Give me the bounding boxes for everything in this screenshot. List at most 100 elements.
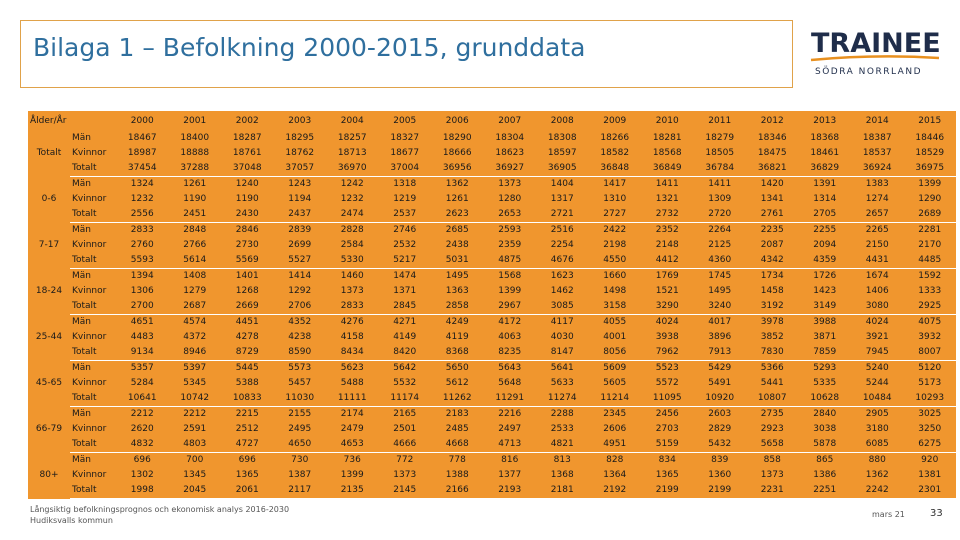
value-cell: 37057 [273, 161, 326, 177]
value-cell: 36924 [851, 161, 904, 177]
value-cell: 1568 [498, 271, 522, 281]
value-cell: 3158 [588, 299, 641, 315]
value-cell: 2422 [603, 225, 627, 235]
value-cell: 2735 [760, 409, 784, 419]
value-cell: 2199 [693, 483, 746, 499]
value-cell: 2231 [746, 483, 799, 499]
value-cell: 4030 [550, 332, 574, 342]
page-title: Bilaga 1 – Befolkning 2000-2015, grundda… [33, 33, 586, 62]
row-kind-label: Män [72, 409, 91, 419]
value-cell: 2087 [760, 240, 784, 250]
year-header: 2002 [235, 116, 259, 126]
value-cell: 8590 [273, 345, 326, 361]
value-cell: 4271 [393, 317, 417, 327]
value-cell: 37454 [116, 161, 169, 177]
value-cell: 4483 [130, 332, 154, 342]
value-cell: 1458 [760, 286, 784, 296]
value-cell: 11214 [588, 391, 641, 407]
value-cell: 4359 [798, 253, 851, 269]
value-cell: 2430 [221, 207, 274, 223]
value-cell: 4550 [588, 253, 641, 269]
kind-header [70, 111, 116, 131]
value-cell: 4055 [603, 317, 627, 327]
value-cell: 1261 [445, 194, 469, 204]
value-cell: 36970 [326, 161, 379, 177]
row-kind-label: Totalt [70, 483, 116, 499]
value-cell: 4485 [903, 253, 956, 269]
value-cell: 10641 [116, 391, 169, 407]
value-cell: 18761 [232, 148, 262, 158]
value-cell: 7859 [798, 345, 851, 361]
table-body: Totalt Män 18467 18400 18287 18295 18257 18327 1… [28, 131, 956, 499]
value-cell: 11262 [431, 391, 484, 407]
value-cell: 4651 [130, 317, 154, 327]
value-cell: 2212 [130, 409, 154, 419]
age-group-label: 66-79 [35, 424, 63, 434]
value-cell: 18987 [127, 148, 157, 158]
value-cell: 1219 [393, 194, 417, 204]
value-cell: 2451 [168, 207, 221, 223]
row-kind-label: Totalt [70, 161, 116, 177]
value-cell: 2212 [183, 409, 207, 419]
value-cell: 5159 [641, 437, 694, 453]
value-cell: 4158 [340, 332, 364, 342]
value-cell: 2155 [288, 409, 312, 419]
source-note: Långsiktig befolkningsprognos och ekonom… [30, 504, 289, 526]
value-cell: 828 [606, 455, 624, 465]
value-cell: 18888 [180, 148, 210, 158]
table-row: Kvinnor 2620 2591 2512 2495 2479 2501 2485 2497 2… [28, 422, 956, 437]
age-group-label: 7-17 [38, 240, 60, 250]
value-cell: 18677 [390, 148, 420, 158]
row-kind-label: Kvinnor [72, 194, 107, 204]
value-cell: 11111 [326, 391, 379, 407]
value-cell: 8147 [536, 345, 589, 361]
value-cell: 36829 [798, 161, 851, 177]
value-cell: 5527 [273, 253, 326, 269]
year-header: 2010 [655, 116, 679, 126]
table-row: Totalt 37454 37288 37048 37057 36970 37004 3695… [28, 161, 956, 177]
value-cell: 5523 [655, 363, 679, 373]
value-cell: 1242 [340, 179, 364, 189]
value-cell: 1274 [865, 194, 889, 204]
value-cell: 1377 [498, 470, 522, 480]
value-cell: 2556 [116, 207, 169, 223]
row-kind-label: Totalt [70, 299, 116, 315]
value-cell: 3192 [746, 299, 799, 315]
value-cell: 1660 [603, 271, 627, 281]
value-cell: 4075 [918, 317, 942, 327]
value-cell: 2094 [813, 240, 837, 250]
value-cell: 36927 [483, 161, 536, 177]
value-cell: 10807 [746, 391, 799, 407]
value-cell: 1406 [865, 286, 889, 296]
value-cell: 1373 [760, 470, 784, 480]
population-table: Ålder/År 2000 2001 2002 2003 2004 2005 2006 200… [28, 111, 956, 499]
value-cell: 3038 [813, 424, 837, 434]
value-cell: 6085 [851, 437, 904, 453]
value-cell: 1998 [116, 483, 169, 499]
value-cell: 18713 [337, 148, 367, 158]
year-header: 2001 [183, 116, 207, 126]
value-cell: 2501 [393, 424, 417, 434]
value-cell: 2761 [746, 207, 799, 223]
value-cell: 2479 [340, 424, 364, 434]
value-cell: 4372 [183, 332, 207, 342]
value-cell: 2833 [130, 225, 154, 235]
value-cell: 3988 [813, 317, 837, 327]
value-cell: 1261 [183, 179, 207, 189]
value-cell: 5293 [813, 363, 837, 373]
value-cell: 36975 [903, 161, 956, 177]
value-cell: 1414 [288, 271, 312, 281]
row-kind-label: Män [72, 179, 91, 189]
value-cell: 10920 [693, 391, 746, 407]
value-cell: 1387 [288, 470, 312, 480]
value-cell: 4119 [445, 332, 469, 342]
value-cell: 18304 [495, 133, 525, 143]
table-row: Totalt 2556 2451 2430 2437 2474 2537 2623 2653 27… [28, 207, 956, 223]
value-cell: 2828 [340, 225, 364, 235]
age-group-label: Totalt [36, 148, 62, 159]
value-cell: 2606 [603, 424, 627, 434]
value-cell: 3290 [641, 299, 694, 315]
value-cell: 18327 [390, 133, 420, 143]
value-cell: 5593 [116, 253, 169, 269]
value-cell: 4117 [550, 317, 574, 327]
